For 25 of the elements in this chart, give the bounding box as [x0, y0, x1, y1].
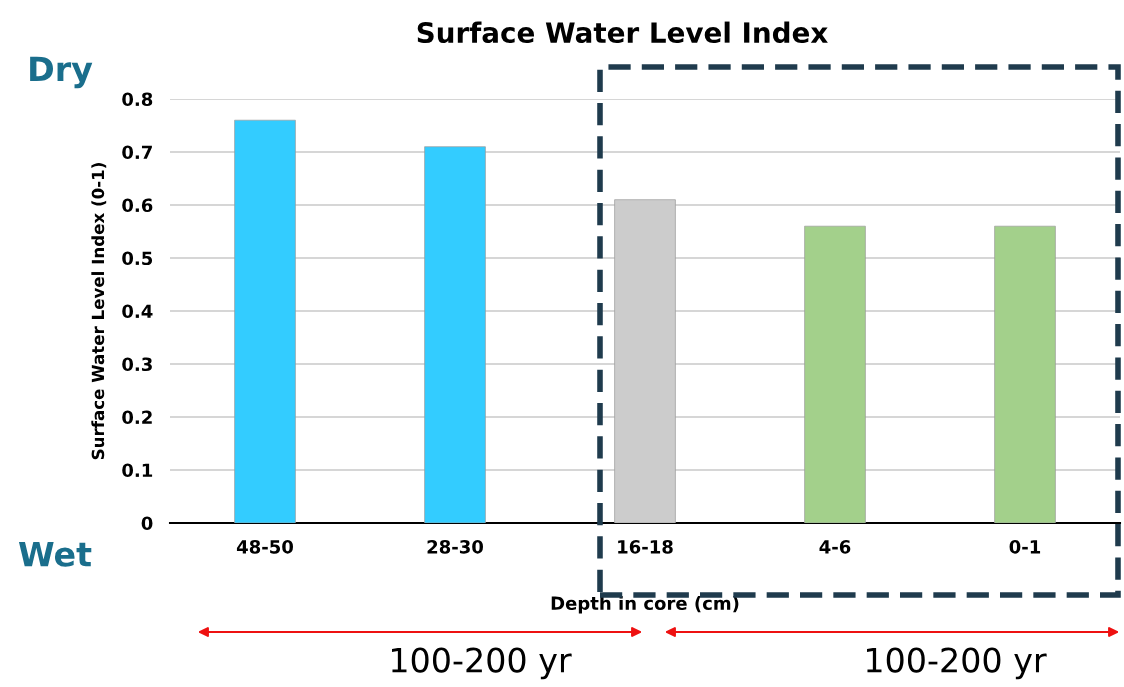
y-tick-label: 0.4 [122, 304, 153, 319]
x-tick-label: 4-6 [819, 540, 851, 554]
text: Dry [30, 56, 93, 89]
y-tick-label: 0.7 [122, 145, 152, 160]
bar [804, 225, 866, 523]
y-tick-label: 0.2 [122, 410, 152, 425]
y-axis-title: Surface Water Level Index (0-1) [91, 163, 107, 460]
chart-title: Surface Water Level Index [417, 21, 828, 44]
text: 100-200 yr [867, 647, 1047, 680]
y-tick-label: 0.3 [122, 357, 152, 372]
text: 100-200 yr [392, 647, 572, 680]
text: Wet [18, 541, 92, 567]
x-tick-label: 28-30 [427, 539, 484, 554]
y-tick-label: 0.6 [122, 198, 153, 213]
y-tick-label: 0 [141, 516, 153, 531]
y-tick-label: 0.8 [122, 92, 153, 107]
x-tick-label: 0-1 [1009, 539, 1041, 554]
y-tick-label: 0.5 [122, 251, 153, 266]
x-axis-title: Depth in core (cm) [551, 596, 739, 614]
bar [234, 119, 296, 523]
y-tick-label: 0.1 [122, 463, 153, 478]
bar [994, 225, 1056, 523]
x-tick-label: 16-18 [618, 539, 673, 554]
x-tick-label: 48-50 [236, 539, 294, 554]
bar [424, 146, 486, 523]
